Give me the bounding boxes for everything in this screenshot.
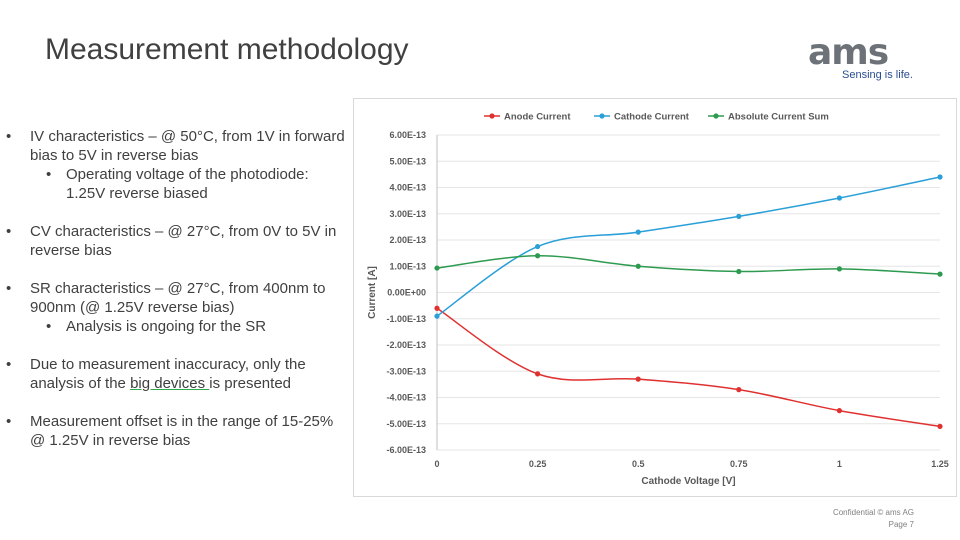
data-point: [736, 268, 742, 275]
footer: Confidential © ams AG Page 7: [833, 507, 914, 531]
chart-svg: 6.00E-13 5.00E-13 4.00E-13 3.00E-13 2.00E-13…: [367, 112, 949, 488]
data-point: [836, 408, 842, 414]
y-tick-label: -5.00E-13: [386, 419, 426, 429]
logo-tagline: Sensing is life.: [842, 69, 913, 81]
bullet-icon: •: [6, 223, 12, 240]
y-tick-label: -1.00E-13: [386, 314, 426, 324]
data-point: [535, 243, 541, 250]
y-tick-label: 1.00E-13: [389, 261, 426, 271]
page-number: Page 7: [888, 520, 914, 529]
data-point: [836, 266, 842, 272]
y-axis-label: Current [A]: [367, 266, 378, 319]
bullet-icon: •: [6, 413, 12, 430]
y-tick-label: -4.00E-13: [386, 393, 426, 403]
data-point: [635, 376, 641, 382]
ams-logo-mark: ams: [808, 32, 889, 73]
data-point: [635, 229, 641, 235]
y-tick-label: 3.00E-13: [389, 209, 426, 219]
bullet-icon: •: [46, 318, 52, 335]
sub-bullet-text: Analysis is ongoing for the SR: [66, 318, 267, 335]
bullet-list: • IV characteristics – @ 50°C, from 1V i…: [6, 127, 351, 469]
x-tick-label: 1.25: [931, 459, 949, 469]
data-point: [535, 253, 541, 259]
bullet-item: • Measurement offset is in the range of …: [6, 412, 351, 450]
sub-bullet-item: • Operating voltage of the photodiode: 1…: [6, 165, 351, 203]
bullet-text: IV characteristics – @ 50°C, from 1V in …: [30, 128, 345, 164]
y-tick-label: 0.00E+00: [387, 288, 426, 298]
series-line: [436, 176, 941, 317]
sub-bullet-item: • Analysis is ongoing for the SR: [6, 317, 351, 336]
data-point: [836, 195, 842, 201]
bullet-item: • IV characteristics – @ 50°C, from 1V i…: [6, 127, 351, 203]
x-tick-label: 0.25: [529, 459, 547, 469]
bullet-icon: •: [6, 280, 12, 297]
y-tick-label: 2.00E-13: [389, 235, 426, 245]
bullet-icon: •: [6, 356, 12, 373]
data-point: [434, 265, 440, 271]
y-tick-label: 4.00E-13: [389, 183, 426, 193]
series-line: [436, 307, 941, 428]
legend-marker: [489, 113, 495, 119]
x-tick-label: 1: [837, 459, 842, 469]
y-tick-label: -3.00E-13: [386, 366, 426, 376]
y-tick-label: -2.00E-13: [386, 340, 426, 350]
data-point: [736, 387, 742, 393]
bullet-item: • SR characteristics – @ 27°C, from 400n…: [6, 279, 351, 336]
legend-marker: [713, 113, 719, 119]
series-line: [436, 254, 941, 275]
x-tick-label: 0.5: [632, 459, 645, 469]
logo-wordmark: ams: [808, 34, 888, 68]
confidential-notice: Confidential © ams AG: [832, 508, 914, 517]
x-tick-label: 0: [434, 459, 439, 469]
big-devices-link[interactable]: big devices: [130, 375, 210, 392]
bullet-item: • Due to measurement inaccuracy, only th…: [6, 355, 351, 393]
data-point: [937, 271, 943, 277]
legend-marker: [599, 113, 605, 119]
bullet-text-before: Due to measurement inaccuracy, only the …: [30, 356, 306, 392]
legend-label: Cathode Current: [614, 112, 690, 123]
x-axis-label: Cathode Voltage [V]: [641, 476, 735, 487]
data-point: [535, 371, 541, 377]
bullet-text: SR characteristics – @ 27°C, from 400nm …: [30, 280, 326, 316]
bullet-text-after: is presented: [209, 375, 291, 392]
bullet-text: CV characteristics – @ 27°C, from 0V to …: [30, 223, 337, 259]
data-point: [434, 313, 440, 319]
current-chart: 6.00E-13 5.00E-13 4.00E-13 3.00E-13 2.00E-13…: [353, 98, 957, 497]
data-point: [434, 305, 440, 311]
page-title: Measurement methodology: [45, 33, 409, 66]
data-point: [937, 423, 943, 429]
y-tick-label: 6.00E-13: [389, 130, 426, 140]
legend-label: Anode Current: [504, 112, 571, 123]
bullet-icon: •: [6, 128, 12, 145]
x-tick-label: 0.75: [730, 459, 748, 469]
bullet-item: • CV characteristics – @ 27°C, from 0V t…: [6, 222, 351, 260]
data-point: [736, 213, 742, 219]
company-logo: ams Sensing is life.: [808, 32, 918, 84]
legend-label: Absolute Current Sum: [728, 112, 829, 123]
y-tick-label: 5.00E-13: [389, 156, 426, 166]
bullet-icon: •: [46, 166, 52, 183]
sub-bullet-text: Operating voltage of the photodiode: 1.2…: [66, 166, 309, 202]
data-point: [937, 174, 943, 180]
bullet-text: Measurement offset is in the range of 15…: [30, 413, 334, 449]
data-point: [635, 263, 641, 269]
y-tick-label: -6.00E-13: [386, 445, 426, 455]
